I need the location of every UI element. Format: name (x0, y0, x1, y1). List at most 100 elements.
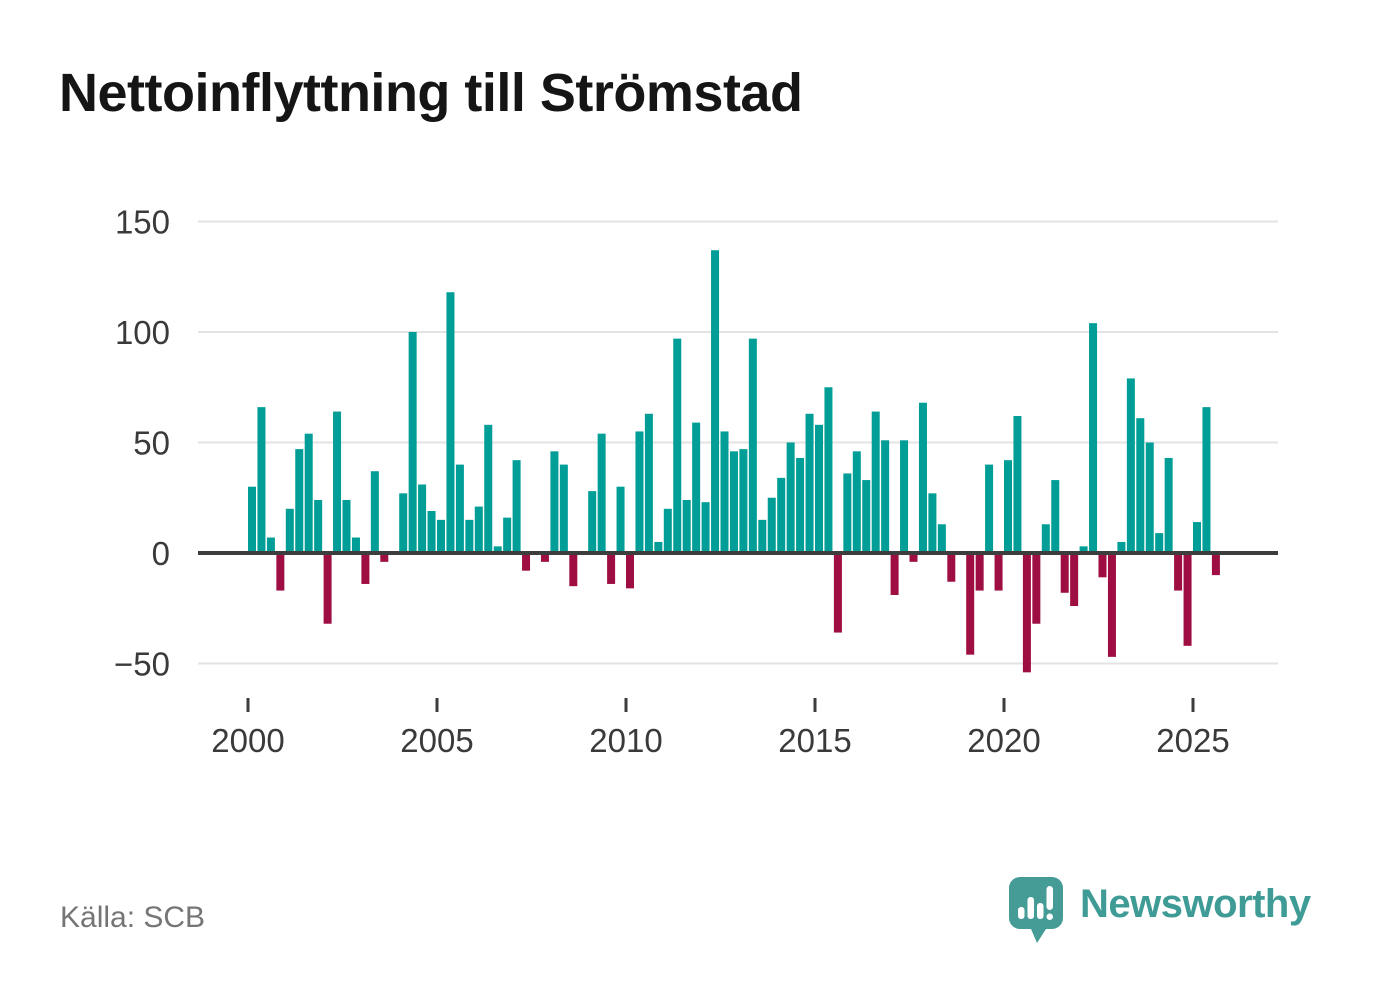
bar-quarter (833, 553, 842, 633)
bar-quarter (701, 502, 710, 553)
x-axis-tick (246, 698, 250, 712)
source-label: Källa: SCB (60, 901, 206, 934)
bar-quarter (304, 433, 313, 553)
bar-quarter (1136, 418, 1145, 553)
chart-title: Nettoinflyttning till Strömstad (59, 63, 803, 123)
bar-quarter (871, 411, 880, 553)
bar-quarter (522, 553, 531, 571)
newsworthy-wordmark: Newsworthy (1080, 882, 1311, 926)
bar-quarter (1174, 553, 1183, 591)
bar-quarter (559, 464, 568, 553)
bar-quarter (909, 553, 918, 562)
bar-quarter (342, 499, 351, 553)
bar-quarter (427, 511, 436, 553)
bar-quarter (786, 442, 795, 553)
bar-quarter (805, 413, 814, 553)
bar-quarter (248, 486, 256, 553)
bar-quarter (635, 431, 644, 553)
bar-quarter (1145, 442, 1154, 553)
y-axis-tick-label: −50 (114, 646, 170, 683)
bar-quarter (692, 422, 701, 553)
grid-line (198, 662, 1278, 665)
x-axis-tick-label: 2020 (967, 722, 1040, 759)
bar-quarter (399, 493, 408, 553)
x-axis-tick-label: 2005 (400, 722, 473, 759)
bar-quarter (607, 553, 616, 584)
bar-quarter (1041, 524, 1050, 553)
bar-quarter (815, 424, 823, 553)
bar-quarter (484, 424, 493, 553)
bar-quarter (937, 524, 946, 553)
bar-quarter (890, 553, 899, 595)
bar-quarter (711, 250, 720, 554)
bar-quarter (626, 553, 634, 589)
bar-quarter (503, 517, 512, 553)
bar-quarter (1079, 546, 1088, 553)
bar-quarter (455, 464, 464, 553)
bar-quarter (361, 553, 370, 584)
x-axis-tick (1002, 698, 1006, 712)
grid-line (198, 331, 1278, 333)
bar-quarter (1022, 553, 1031, 673)
bar-quarter (418, 484, 427, 553)
y-axis-tick-label: 50 (133, 425, 170, 462)
bar-quarter (295, 449, 304, 553)
bar-quarter (947, 553, 956, 582)
bar-quarter (1193, 522, 1201, 553)
x-axis-line (198, 551, 1278, 555)
bar-quarter (796, 457, 805, 553)
bar-quarter (663, 508, 672, 553)
bar-quarter (323, 553, 332, 624)
bar-quarter (729, 451, 738, 553)
bar-quarter (777, 477, 786, 553)
bar-quarter (1202, 407, 1211, 553)
y-axis-tick-label: 0 (152, 535, 170, 572)
bar-quarter (918, 402, 927, 553)
bar-quarter (616, 486, 625, 553)
bar-quarter (474, 506, 483, 553)
x-axis-tick-label: 2025 (1156, 722, 1229, 759)
bar-quarter (266, 537, 275, 553)
bar-quarter (843, 473, 852, 553)
bar-quarter (975, 553, 984, 591)
bar-quarter (767, 497, 776, 553)
bar-quarter (493, 546, 502, 553)
bar-quarter (928, 493, 937, 553)
bar-quarter (540, 553, 549, 562)
bar-quarter (437, 519, 445, 553)
bar-quarter (569, 553, 578, 587)
bar-quarter (370, 471, 379, 553)
bar-quarter (1098, 553, 1107, 578)
bar-quarter (900, 440, 909, 553)
x-axis-tick (1191, 698, 1195, 712)
bar-quarter (597, 433, 606, 553)
bar-quarter (1107, 553, 1116, 657)
bar-quarter (1183, 553, 1192, 646)
bar-quarter (446, 292, 455, 553)
bar-quarter (1117, 541, 1126, 553)
bar-quarter (1211, 553, 1220, 576)
bar-quarter (1126, 378, 1135, 553)
bar-quarter (862, 480, 871, 553)
bar-quarter (881, 440, 890, 553)
bar-quarter (1070, 553, 1079, 607)
x-axis-tick (435, 698, 439, 712)
bar-quarter (1060, 553, 1069, 593)
y-axis-tick-label: 150 (115, 204, 170, 241)
bar-quarter (748, 338, 757, 553)
bar-quarter (408, 332, 417, 553)
bar-quarter (1155, 533, 1164, 553)
x-axis-tick (813, 698, 817, 712)
bar-quarter (380, 553, 389, 562)
bar-quarter (1164, 457, 1173, 553)
bar-quarter (682, 499, 691, 553)
bar-quarter (644, 413, 653, 553)
grid-line (198, 220, 1278, 223)
bar-quarter (257, 407, 266, 553)
x-axis-tick-label: 2015 (778, 722, 851, 759)
newsworthy-bubble-chart-icon (1009, 877, 1063, 943)
x-axis-tick (624, 698, 628, 712)
x-axis-tick-label: 2010 (589, 722, 662, 759)
bar-quarter (512, 460, 521, 553)
